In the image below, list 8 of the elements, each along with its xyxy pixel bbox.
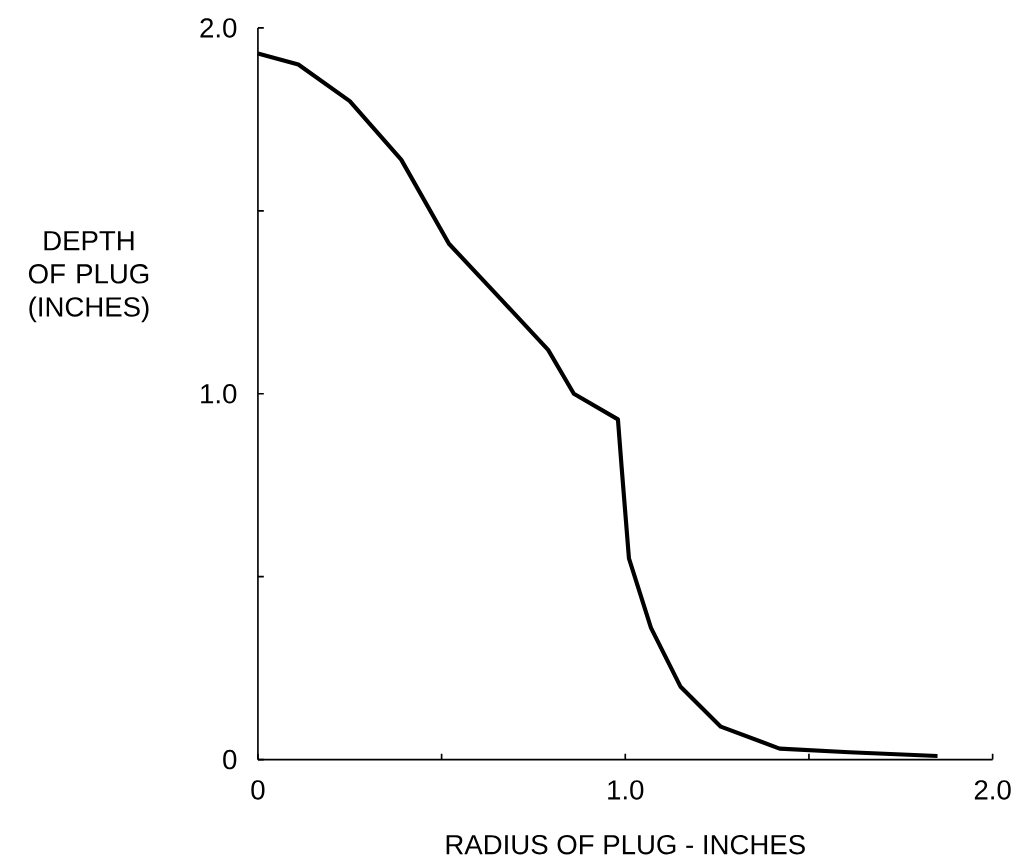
y-tick-label: 1.0 [201,384,237,404]
y-tick-label: 2.0 [200,18,237,38]
x-axis-title: RADIUS OF PLUG - INCHES [446,835,805,855]
y-tick-label: 0 [223,750,237,770]
y-axis-title: DEPTH OF PLUG (INCHES) [28,231,149,323]
x-tick-label: 1.0 [608,780,644,800]
x-tick-label: 0 [251,780,265,800]
x-tick-label: 2.0 [974,780,1011,800]
